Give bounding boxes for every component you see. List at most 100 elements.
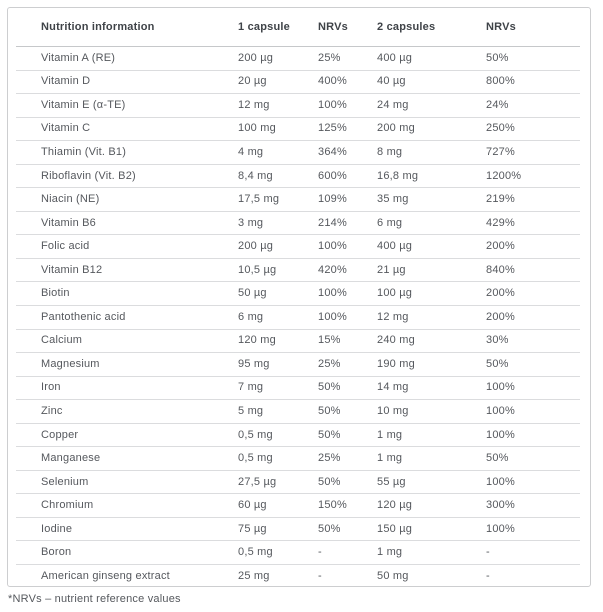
amount-2-capsules: 150 µg <box>377 522 413 535</box>
nrv-2-capsules: 300% <box>486 499 515 512</box>
nrv-1-capsule: 150% <box>318 499 347 512</box>
amount-1-capsule: 5 mg <box>238 404 264 417</box>
amount-1-capsule: 3 mg <box>238 216 264 229</box>
nrv-1-capsule: 214% <box>318 216 347 229</box>
nutrient-name: Vitamin B6 <box>41 216 96 229</box>
amount-2-capsules: 1 mg <box>377 428 403 441</box>
nrv-1-capsule: 15% <box>318 334 341 347</box>
nrv-1-capsule: 25% <box>318 51 341 64</box>
nrv-1-capsule: - <box>318 569 322 582</box>
column-header-nrvs-2: NRVs <box>486 21 516 33</box>
nutrient-name: Vitamin E (α-TE) <box>41 98 126 111</box>
amount-1-capsule: 0,5 mg <box>238 452 273 465</box>
nutrient-name: Calcium <box>41 334 83 347</box>
table-row: Vitamin C 100 mg 125% 200 mg 250% <box>8 116 590 141</box>
nrv-1-capsule: 420% <box>318 263 347 276</box>
amount-1-capsule: 95 mg <box>238 357 270 370</box>
amount-1-capsule: 12 mg <box>238 98 270 111</box>
amount-2-capsules: 1 mg <box>377 546 403 559</box>
amount-2-capsules: 55 µg <box>377 475 406 488</box>
nrv-2-capsules: 840% <box>486 263 515 276</box>
nrv-2-capsules: 429% <box>486 216 515 229</box>
nrv-2-capsules: 727% <box>486 145 515 158</box>
amount-2-capsules: 400 µg <box>377 51 413 64</box>
nrv-2-capsules: 50% <box>486 452 509 465</box>
table-row: Manganese 0,5 mg 25% 1 mg 50% <box>8 446 590 470</box>
amount-2-capsules: 200 mg <box>377 122 415 135</box>
amount-1-capsule: 75 µg <box>238 522 267 535</box>
amount-2-capsules: 400 µg <box>377 240 413 253</box>
amount-2-capsules: 190 mg <box>377 357 415 370</box>
nrv-2-capsules: 200% <box>486 287 515 300</box>
amount-1-capsule: 4 mg <box>238 145 264 158</box>
table-row: Niacin (NE) 17,5 mg 109% 35 mg 219% <box>8 187 590 211</box>
amount-1-capsule: 6 mg <box>238 310 264 323</box>
table-row: Thiamin (Vit. B1) 4 mg 364% 8 mg 727% <box>8 140 590 164</box>
amount-2-capsules: 50 mg <box>377 569 409 582</box>
amount-1-capsule: 7 mg <box>238 381 264 394</box>
nutrient-name: Vitamin A (RE) <box>41 51 116 64</box>
nrv-1-capsule: 125% <box>318 122 347 135</box>
amount-1-capsule: 0,5 mg <box>238 546 273 559</box>
nrv-2-capsules: - <box>486 569 490 582</box>
nutrient-name: Copper <box>41 428 79 441</box>
nutrient-name: Iron <box>41 381 61 394</box>
amount-2-capsules: 40 µg <box>377 75 406 88</box>
amount-2-capsules: 10 mg <box>377 404 409 417</box>
nrv-2-capsules: 100% <box>486 522 515 535</box>
amount-1-capsule: 200 µg <box>238 51 274 64</box>
nrv-2-capsules: 1200% <box>486 169 522 182</box>
nrv-2-capsules: 30% <box>486 334 509 347</box>
column-header-2-capsules: 2 capsules <box>377 21 436 33</box>
nrv-1-capsule: 50% <box>318 428 341 441</box>
nrv-2-capsules: 100% <box>486 475 515 488</box>
table-row: Folic acid 200 µg 100% 400 µg 200% <box>8 234 590 258</box>
nutrient-name: Boron <box>41 546 72 559</box>
amount-2-capsules: 35 mg <box>377 193 409 206</box>
nrv-1-capsule: 400% <box>318 75 347 88</box>
amount-1-capsule: 17,5 mg <box>238 193 280 206</box>
nrv-2-capsules: 100% <box>486 428 515 441</box>
amount-1-capsule: 8,4 mg <box>238 169 273 182</box>
nrv-2-capsules: 219% <box>486 193 515 206</box>
nrv-1-capsule: 50% <box>318 404 341 417</box>
nrv-1-capsule: 50% <box>318 475 341 488</box>
nrv-2-capsules: 100% <box>486 381 515 394</box>
nrv-2-capsules: 200% <box>486 310 515 323</box>
nutrient-name: Pantothenic acid <box>41 310 126 323</box>
amount-2-capsules: 240 mg <box>377 334 415 347</box>
amount-2-capsules: 120 µg <box>377 499 413 512</box>
table-row: Biotin 50 µg 100% 100 µg 200% <box>8 281 590 305</box>
table-body: Vitamin A (RE) 200 µg 25% 400 µg 50% Vit… <box>8 46 590 588</box>
nutrient-name: Vitamin C <box>41 122 91 135</box>
nrv-1-capsule: 50% <box>318 522 341 535</box>
amount-1-capsule: 10,5 µg <box>238 263 277 276</box>
amount-2-capsules: 14 mg <box>377 381 409 394</box>
table-row: Zinc 5 mg 50% 10 mg 100% <box>8 399 590 423</box>
amount-2-capsules: 16,8 mg <box>377 169 419 182</box>
nrv-2-capsules: 250% <box>486 122 515 135</box>
table-row: Riboflavin (Vit. B2) 8,4 mg 600% 16,8 mg… <box>8 163 590 188</box>
table-header-row: Nutrition information 1 capsule NRVs 2 c… <box>8 8 590 46</box>
nrv-2-capsules: 200% <box>486 240 515 253</box>
nrvs-footnote: *NRVs – nutrient reference values <box>8 593 181 605</box>
nrv-1-capsule: 50% <box>318 381 341 394</box>
table-row: Vitamin A (RE) 200 µg 25% 400 µg 50% <box>8 46 590 70</box>
amount-1-capsule: 0,5 mg <box>238 428 273 441</box>
amount-2-capsules: 1 mg <box>377 452 403 465</box>
amount-1-capsule: 20 µg <box>238 75 267 88</box>
table-row: American ginseng extract 25 mg - 50 mg - <box>8 564 590 588</box>
nrv-1-capsule: 25% <box>318 452 341 465</box>
table-row: Vitamin D 20 µg 400% 40 µg 800% <box>8 69 590 94</box>
nutrient-name: Biotin <box>41 287 70 300</box>
column-header-1-capsule: 1 capsule <box>238 21 290 33</box>
nutrient-name: Zinc <box>41 404 63 417</box>
nutrient-name: Niacin (NE) <box>41 193 100 206</box>
table-row: Copper 0,5 mg 50% 1 mg 100% <box>8 422 590 447</box>
table-row: Chromium 60 µg 150% 120 µg 300% <box>8 493 590 517</box>
nrv-1-capsule: 100% <box>318 98 347 111</box>
table-row: Vitamin B12 10,5 µg 420% 21 µg 840% <box>8 257 590 282</box>
amount-2-capsules: 100 µg <box>377 287 413 300</box>
table-row: Boron 0,5 mg - 1 mg - <box>8 540 590 564</box>
